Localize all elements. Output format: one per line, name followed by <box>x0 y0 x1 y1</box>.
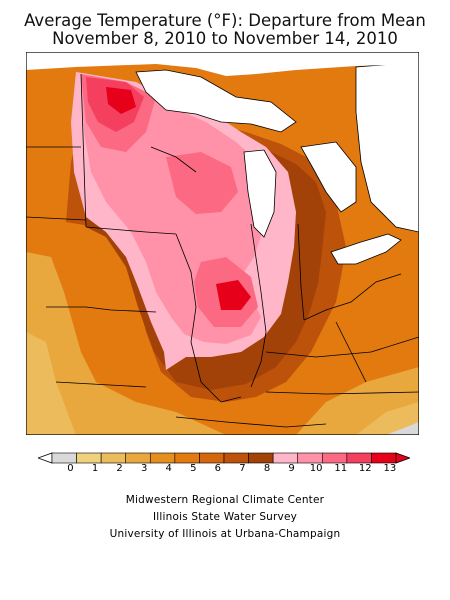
map-title: Average Temperature (°F): Departure from… <box>24 11 426 30</box>
legend-arrow-low <box>36 452 53 464</box>
lake-michigan <box>243 149 277 238</box>
legend-swatch <box>199 452 225 464</box>
legend-tick-label: 0 <box>67 463 74 474</box>
canada-north <box>26 52 419 76</box>
legend-swatch <box>248 452 274 464</box>
legend-tick-label: 8 <box>263 463 271 474</box>
zone-0f-corner <box>386 422 419 435</box>
legend-tick-label: 7 <box>239 463 246 474</box>
legend-tick-label: 9 <box>288 463 295 474</box>
legend-tick-label: 4 <box>165 463 172 474</box>
zone-3f-southwest <box>26 332 76 435</box>
legend-swatch <box>76 452 102 464</box>
legend-tick-label: 12 <box>358 463 372 474</box>
legend-swatch <box>125 452 151 464</box>
map-date-range: November 8, 2010 to November 14, 2010 <box>52 29 398 48</box>
legend-swatch <box>223 452 249 464</box>
lake-superior <box>135 69 297 133</box>
color-legend: 0 1 2 3 4 5 6 7 8 9 10 11 12 13 <box>36 450 412 480</box>
zone-4f-west <box>26 252 226 435</box>
legend-swatch <box>174 452 200 464</box>
legend-swatch <box>100 452 127 464</box>
legend-swatch <box>51 452 77 464</box>
lake-erie <box>330 233 402 265</box>
legend-tick-label: 3 <box>140 463 148 474</box>
legend-tick-label: 13 <box>383 463 397 474</box>
zone-3f-southeast <box>356 402 419 435</box>
legend-swatch <box>272 452 299 464</box>
credit-mrcc: Midwestern Regional Climate Center <box>125 494 325 506</box>
legend-tick-label: 5 <box>190 463 197 474</box>
legend-swatch <box>346 452 372 464</box>
legend-tick-label: 10 <box>309 463 323 474</box>
legend-tick-label: 1 <box>91 463 99 474</box>
legend-tick-label: 2 <box>116 463 123 474</box>
legend-arrow-high <box>395 452 412 464</box>
legend-tick-label: 11 <box>334 463 348 474</box>
zone-13f-northwest <box>106 87 136 114</box>
state-boundaries <box>26 73 419 428</box>
zone-13f-illinois <box>216 280 251 310</box>
credit-uiuc: University of Illinois at Urbana-Champai… <box>109 528 341 540</box>
lake-huron <box>300 141 357 213</box>
zone-11f-wisconsin <box>166 152 238 214</box>
canada-ontario <box>355 61 419 233</box>
legend-swatch <box>371 452 397 464</box>
credit-isws: Illinois State Water Survey <box>152 511 298 523</box>
legend-swatch <box>149 452 176 464</box>
legend-swatch <box>321 452 348 464</box>
legend-tick-label: 6 <box>214 463 222 474</box>
temperature-departure-map <box>26 52 419 435</box>
legend-swatch <box>297 452 323 464</box>
